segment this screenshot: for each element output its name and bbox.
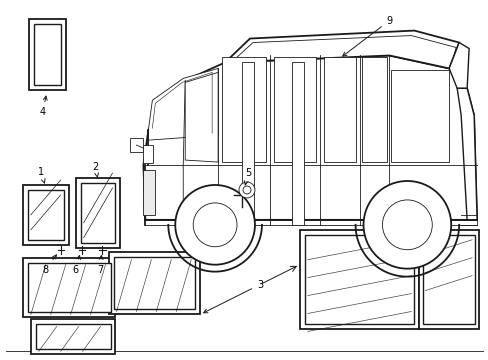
Polygon shape [113,257,195,310]
Polygon shape [448,42,468,88]
Polygon shape [143,55,476,220]
Polygon shape [304,235,413,324]
Text: 7: 7 [97,256,103,275]
Text: 9: 9 [342,15,392,56]
Polygon shape [148,68,218,140]
Text: 1: 1 [38,167,45,183]
Polygon shape [81,183,115,243]
Circle shape [239,182,254,198]
Text: 5: 5 [244,168,251,185]
Polygon shape [76,178,120,248]
Polygon shape [143,145,153,163]
Circle shape [243,186,250,194]
Text: 4: 4 [40,96,47,117]
Polygon shape [222,58,265,162]
Polygon shape [108,252,200,315]
Polygon shape [361,58,386,162]
Polygon shape [130,138,143,152]
Circle shape [363,181,450,269]
Polygon shape [36,324,110,349]
Polygon shape [419,230,478,329]
Text: 6: 6 [72,256,80,275]
Polygon shape [224,31,458,68]
Polygon shape [28,263,110,312]
Polygon shape [291,62,303,225]
Polygon shape [242,62,253,225]
Polygon shape [423,235,474,324]
Polygon shape [34,24,61,85]
Polygon shape [273,58,315,162]
Polygon shape [185,72,218,162]
Polygon shape [31,319,115,354]
Text: 2: 2 [92,162,99,177]
Polygon shape [23,258,115,318]
Polygon shape [28,190,63,240]
Polygon shape [143,170,155,215]
Polygon shape [23,185,68,245]
Text: 3: 3 [203,280,263,313]
Polygon shape [299,230,419,329]
Text: 8: 8 [42,255,56,275]
Polygon shape [323,58,355,162]
Circle shape [175,185,254,265]
Circle shape [382,200,431,250]
Polygon shape [456,88,476,220]
Circle shape [193,203,237,247]
Polygon shape [390,71,448,162]
Polygon shape [29,19,65,90]
